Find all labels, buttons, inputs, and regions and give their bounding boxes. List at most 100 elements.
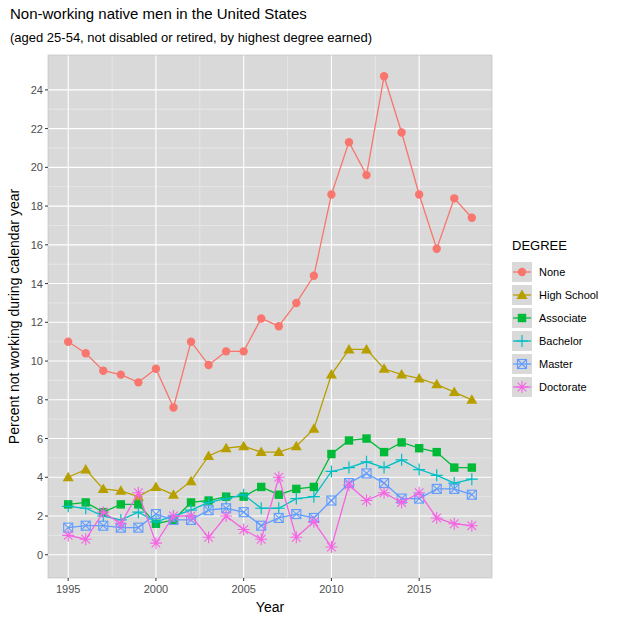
legend-key-bg [512, 331, 532, 351]
marker-shape [257, 314, 265, 322]
data-point [80, 464, 91, 474]
data-point [343, 462, 355, 474]
data-point [310, 272, 318, 280]
marker-shape [467, 490, 476, 499]
marker-shape [308, 516, 320, 528]
marker-shape [221, 443, 232, 453]
minor-grid-line [48, 147, 492, 148]
data-point [361, 344, 372, 354]
marker-shape [99, 521, 108, 530]
legend: DEGREENoneHigh SchoolAssociateBachelorMa… [512, 238, 598, 397]
marker-shape [362, 434, 370, 442]
data-point [239, 347, 247, 355]
grid-line [48, 477, 492, 478]
marker-shape [361, 495, 373, 507]
legend-label: Doctorate [539, 381, 587, 393]
marker-shape [327, 496, 336, 505]
data-point [239, 508, 248, 517]
series-line [68, 477, 472, 547]
data-point [433, 448, 441, 456]
minor-grid-line [48, 225, 492, 226]
grid-line [48, 399, 492, 400]
grid-line [48, 128, 492, 129]
marker-shape [185, 510, 197, 522]
x-tick [419, 578, 420, 581]
marker-shape [239, 347, 247, 355]
marker-shape [238, 524, 250, 536]
data-point [62, 500, 74, 512]
marker-shape [450, 463, 458, 471]
data-point [468, 463, 476, 471]
marker-shape [432, 484, 441, 493]
x-tick [243, 578, 244, 581]
marker-shape [275, 491, 283, 499]
data-point [186, 476, 197, 486]
y-tick [45, 167, 48, 168]
marker-shape [308, 423, 319, 433]
marker-shape [449, 387, 460, 397]
data-point [380, 72, 388, 80]
data-point [378, 462, 390, 474]
marker-shape [64, 337, 72, 345]
data-point [290, 493, 302, 505]
chart: 0246810121416182022241995200020052010201… [0, 0, 624, 624]
data-point [150, 481, 161, 491]
marker-shape [413, 487, 425, 499]
legend-key-marker [518, 314, 526, 322]
data-point [64, 337, 72, 345]
marker-shape [450, 194, 458, 202]
marker-shape [396, 369, 407, 379]
marker-shape [117, 370, 125, 378]
y-tick [45, 322, 48, 323]
marker-shape [380, 448, 388, 456]
data-point [62, 529, 74, 541]
marker-shape [257, 483, 265, 491]
marker-shape [466, 394, 477, 404]
minor-grid-line [48, 419, 492, 420]
minor-grid-line [112, 55, 113, 578]
marker-shape [292, 299, 300, 307]
title: Non-working native men in the United Sta… [10, 5, 307, 22]
data-point [345, 436, 353, 444]
minor-grid-line [48, 496, 492, 497]
legend-key-bg [512, 262, 532, 282]
data-point [222, 347, 230, 355]
marker-shape [187, 337, 195, 345]
marker-shape [518, 360, 527, 369]
data-point [220, 493, 232, 505]
data-point [414, 373, 425, 383]
data-point [292, 485, 300, 493]
marker-shape [238, 489, 250, 501]
data-point [204, 361, 212, 369]
series-line [68, 76, 472, 407]
series [62, 471, 478, 553]
data-point [396, 454, 408, 466]
data-point [290, 531, 302, 543]
data-point [257, 483, 265, 491]
marker-shape [81, 521, 90, 530]
marker-shape [204, 361, 212, 369]
marker-shape [413, 464, 425, 476]
data-point [431, 379, 442, 389]
marker-shape [273, 471, 285, 483]
legend-key-marker [517, 290, 528, 300]
marker-shape [203, 531, 215, 543]
marker-shape [80, 533, 92, 545]
y-tick [45, 516, 48, 517]
marker-shape [345, 138, 353, 146]
data-point [255, 502, 267, 514]
data-point [273, 471, 285, 483]
series-line [68, 349, 472, 496]
data-point [380, 479, 389, 488]
marker-shape [167, 510, 179, 522]
data-point [397, 438, 405, 446]
y-tick-label: 22 [31, 123, 43, 135]
data-point [468, 214, 476, 222]
marker-shape [431, 469, 443, 481]
marker-shape [345, 436, 353, 444]
series [64, 469, 477, 532]
grid-line [48, 515, 492, 516]
data-point [450, 463, 458, 471]
minor-grid-line [48, 109, 492, 110]
x-tick-label: 2000 [144, 583, 168, 595]
